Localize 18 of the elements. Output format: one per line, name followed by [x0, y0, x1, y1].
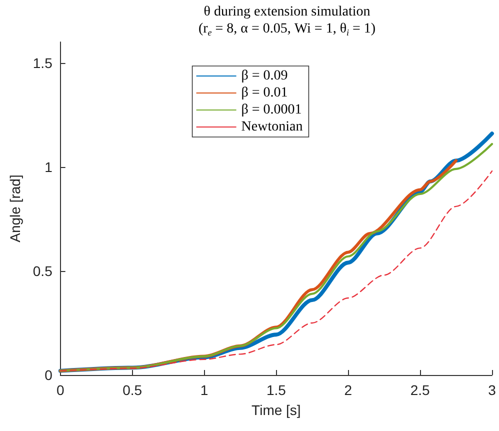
x-tick-label: 1: [200, 382, 208, 398]
x-axis-title: Time [s]: [252, 402, 301, 418]
x-tick-label: 2.5: [410, 382, 430, 398]
x-tick-label: 0.5: [122, 382, 142, 398]
y-tick-label: 0.5: [32, 262, 53, 279]
y-tick-label: 0: [44, 367, 53, 383]
legend-label: β = 0.0001: [241, 102, 302, 118]
x-tick-label: 2: [344, 382, 352, 398]
x-tick-label: 3: [488, 382, 496, 398]
x-tick-label: 0: [56, 382, 64, 398]
y-axis-title: Angle [rad]: [7, 174, 23, 242]
chart-title: θ during extension simulation: [204, 4, 370, 20]
legend-label: Newtonian: [241, 120, 303, 134]
x-tick-label: 1.5: [266, 382, 286, 398]
legend-label: β = 0.01: [241, 86, 288, 100]
y-tick-label: 1: [44, 158, 53, 175]
legend-label: β = 0.09: [241, 68, 288, 84]
y-tick-label: 1.5: [32, 54, 53, 71]
